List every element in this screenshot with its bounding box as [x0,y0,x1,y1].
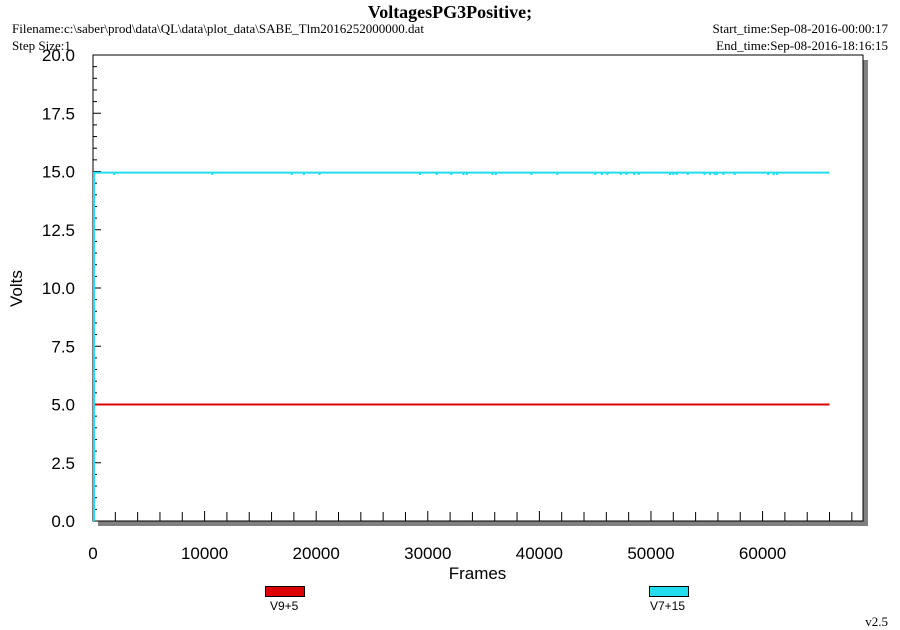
start-time-label: Start_time:Sep-08-2016-00:00:17 [712,21,888,36]
y-tick-label: 2.5 [51,454,75,473]
y-tick-label: 5.0 [51,396,75,415]
x-tick-label: 30000 [404,544,451,563]
y-tick-label: 10.0 [42,279,75,298]
version-label: v2.5 [865,614,888,629]
x-tick-label: 20000 [293,544,340,563]
legend-item-v7: V7+15 [649,586,689,616]
y-tick-label: 7.5 [51,337,75,356]
legend-label-v7: V7+15 [650,599,686,613]
legend-label-v9: V9+5 [270,599,299,613]
legend-item-v9: V9+5 [265,586,305,616]
legend-swatch-v7 [649,586,689,597]
x-tick-label: 60000 [739,544,786,563]
x-tick-label: 40000 [516,544,563,563]
y-tick-label: 12.5 [42,221,75,240]
x-tick-label: 50000 [627,544,674,563]
plot-frame [92,54,864,522]
y-tick-label: 17.5 [42,104,75,123]
x-tick-label: 10000 [181,544,228,563]
x-axis-ticks: 0 10000 20000 30000 40000 50000 60000 [88,511,853,563]
x-tick-label: 0 [88,544,97,563]
y-tick-label: 20.0 [42,46,75,65]
y-tick-label: 0.0 [51,512,75,531]
filename-label: Filename:c:\saber\prod\data\QL\data\plot… [12,21,424,36]
chart-title: VoltagesPG3Positive; [367,2,533,22]
step-size-label: Step Size:1 [12,38,71,53]
legend-swatch-v9 [265,586,305,597]
y-axis-ticks: 0.0 2.5 5.0 7.5 10.0 12.5 15.0 17.5 20.0 [42,46,101,531]
y-tick-label: 15.0 [42,163,75,182]
y-axis-label: Volts [7,270,26,307]
series-lines [93,171,830,521]
end-time-label: End_time:Sep-08-2016-18:16:15 [716,38,888,53]
x-axis-label: Frames [448,564,507,583]
